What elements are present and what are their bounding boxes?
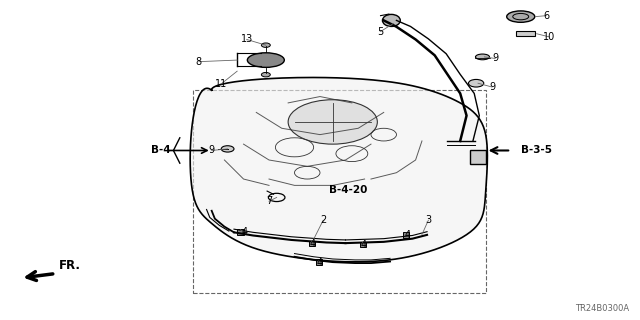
Ellipse shape — [507, 11, 535, 22]
Text: 4: 4 — [309, 239, 316, 249]
Text: 9: 9 — [209, 146, 215, 156]
Text: FR.: FR. — [59, 259, 81, 272]
Text: B-4-20: B-4-20 — [330, 185, 368, 195]
Circle shape — [261, 43, 270, 47]
Text: 13: 13 — [241, 35, 253, 44]
Text: 4: 4 — [405, 230, 411, 240]
Text: 4: 4 — [242, 227, 248, 237]
Text: 4: 4 — [317, 258, 323, 268]
Text: B-4: B-4 — [151, 146, 170, 156]
Text: B-3-5: B-3-5 — [521, 146, 552, 156]
Ellipse shape — [383, 14, 400, 27]
Ellipse shape — [247, 53, 284, 68]
Text: 9: 9 — [489, 82, 495, 92]
Bar — [360, 242, 366, 247]
Text: 8: 8 — [196, 57, 202, 67]
Text: 10: 10 — [543, 32, 556, 42]
Polygon shape — [190, 77, 488, 262]
Bar — [516, 31, 535, 36]
Text: 6: 6 — [543, 11, 549, 21]
Ellipse shape — [476, 54, 490, 60]
Bar — [316, 259, 322, 265]
Text: 2: 2 — [320, 215, 326, 225]
Circle shape — [288, 100, 378, 144]
Text: 3: 3 — [425, 215, 431, 225]
Circle shape — [221, 146, 234, 152]
Circle shape — [468, 79, 484, 87]
Text: TR24B0300A: TR24B0300A — [575, 304, 629, 313]
Text: 9: 9 — [492, 53, 499, 63]
Bar — [237, 229, 244, 235]
Text: 7: 7 — [266, 196, 272, 206]
Text: 4: 4 — [360, 240, 366, 250]
Circle shape — [261, 72, 270, 77]
Bar — [403, 232, 409, 238]
Text: 11: 11 — [215, 79, 227, 89]
Bar — [308, 241, 315, 246]
Text: 5: 5 — [378, 27, 383, 36]
Bar — [470, 150, 486, 164]
